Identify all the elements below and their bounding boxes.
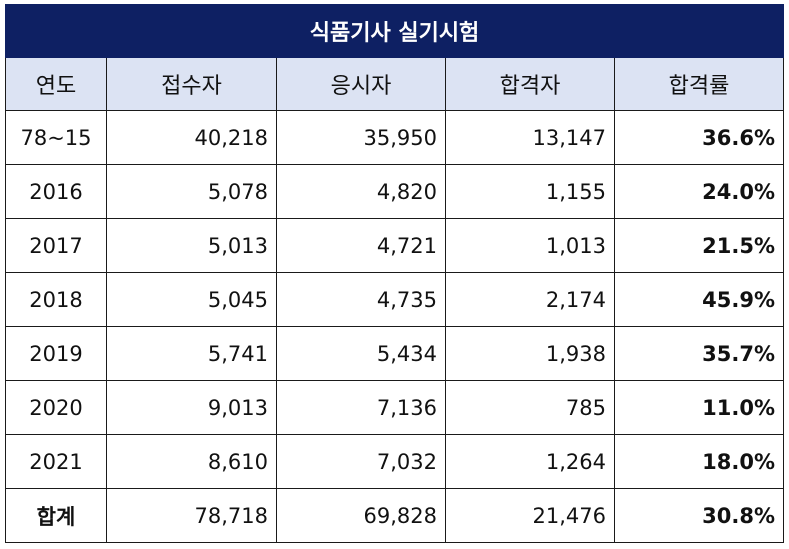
cell-passers: 785 — [445, 380, 615, 435]
cell-year: 2021 — [5, 434, 107, 489]
cell-examinees: 4,820 — [276, 164, 446, 219]
total-applicants: 78,718 — [106, 488, 277, 543]
cell-passers: 1,155 — [445, 164, 615, 219]
cell-pass-rate: 11.0% — [613, 380, 785, 435]
cell-passers: 1,013 — [445, 218, 615, 273]
total-pass-rate: 30.8% — [613, 488, 785, 543]
header-year: 연도 — [5, 57, 107, 111]
table-title: 식품기사 실기시험 — [4, 4, 785, 58]
table-total-row: 합계 78,718 69,828 21,476 30.8% — [5, 488, 785, 543]
cell-applicants: 5,013 — [106, 218, 277, 273]
cell-passers: 1,938 — [445, 326, 615, 381]
total-examinees: 69,828 — [276, 488, 446, 543]
cell-pass-rate: 24.0% — [613, 164, 785, 219]
header-passers: 합격자 — [445, 57, 615, 111]
table-header-row: 연도 접수자 응시자 합격자 합격률 — [5, 57, 785, 111]
cell-passers: 13,147 — [445, 110, 615, 165]
table-row: 2020 9,013 7,136 785 11.0% — [5, 380, 785, 435]
table-row: 2021 8,610 7,032 1,264 18.0% — [5, 434, 785, 489]
cell-year: 2016 — [5, 164, 107, 219]
table-row: 2016 5,078 4,820 1,155 24.0% — [5, 164, 785, 219]
cell-applicants: 5,045 — [106, 272, 277, 327]
header-applicants: 접수자 — [106, 57, 277, 111]
cell-pass-rate: 35.7% — [613, 326, 785, 381]
cell-applicants: 9,013 — [106, 380, 277, 435]
cell-examinees: 5,434 — [276, 326, 446, 381]
cell-year: 2018 — [5, 272, 107, 327]
cell-year: 2017 — [5, 218, 107, 273]
cell-year: 2020 — [5, 380, 107, 435]
header-examinees: 응시자 — [276, 57, 446, 111]
table-row: 2017 5,013 4,721 1,013 21.5% — [5, 218, 785, 273]
exam-stats-table-container: 식품기사 실기시험 연도 접수자 응시자 합격자 합격률 78~15 40,21… — [4, 4, 785, 543]
cell-pass-rate: 18.0% — [613, 434, 785, 489]
table-title-row: 식품기사 실기시험 — [4, 4, 785, 58]
total-label: 합계 — [5, 488, 107, 543]
cell-pass-rate: 21.5% — [613, 218, 785, 273]
cell-applicants: 5,078 — [106, 164, 277, 219]
cell-pass-rate: 45.9% — [613, 272, 785, 327]
cell-examinees: 7,136 — [276, 380, 446, 435]
cell-passers: 1,264 — [445, 434, 615, 489]
cell-examinees: 7,032 — [276, 434, 446, 489]
table-row: 78~15 40,218 35,950 13,147 36.6% — [5, 110, 785, 165]
header-pass-rate: 합격률 — [613, 57, 785, 111]
cell-examinees: 35,950 — [276, 110, 446, 165]
cell-pass-rate: 36.6% — [613, 110, 785, 165]
cell-applicants: 5,741 — [106, 326, 277, 381]
exam-stats-table: 식품기사 실기시험 연도 접수자 응시자 합격자 합격률 78~15 40,21… — [4, 4, 785, 543]
cell-applicants: 8,610 — [106, 434, 277, 489]
table-row: 2018 5,045 4,735 2,174 45.9% — [5, 272, 785, 327]
total-passers: 21,476 — [445, 488, 615, 543]
cell-year: 78~15 — [5, 110, 107, 165]
cell-examinees: 4,735 — [276, 272, 446, 327]
cell-examinees: 4,721 — [276, 218, 446, 273]
cell-year: 2019 — [5, 326, 107, 381]
table-row: 2019 5,741 5,434 1,938 35.7% — [5, 326, 785, 381]
cell-applicants: 40,218 — [106, 110, 277, 165]
cell-passers: 2,174 — [445, 272, 615, 327]
